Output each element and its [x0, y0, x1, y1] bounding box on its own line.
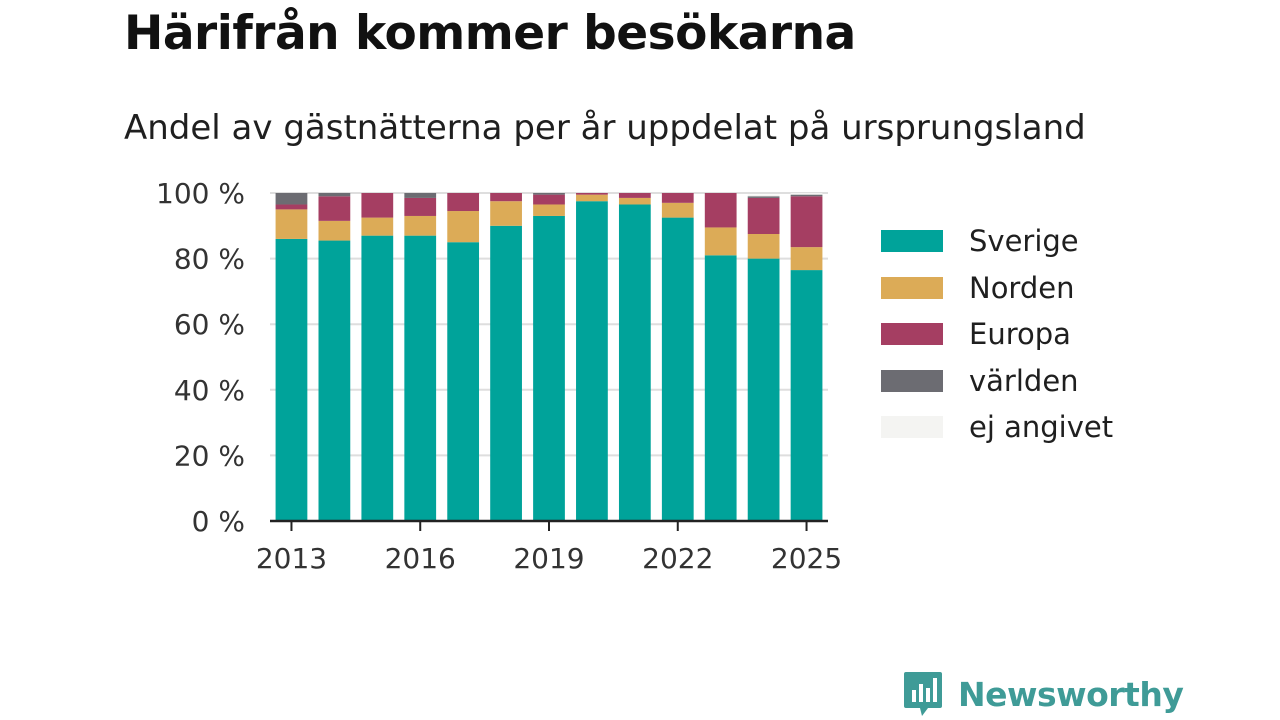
- bar-segment: [790, 196, 823, 248]
- bar-segment: [747, 234, 780, 259]
- bar-segment: [275, 204, 308, 210]
- bar-segment: [704, 193, 737, 228]
- page-title: Härifrån kommer besökarna: [124, 6, 856, 61]
- bar-segment: [404, 235, 437, 521]
- legend-label: Sverige: [969, 224, 1079, 259]
- bar-segment: [275, 193, 308, 205]
- legend-label: Norden: [969, 270, 1075, 305]
- bar-segment: [318, 220, 351, 241]
- bar-segment: [275, 238, 308, 522]
- legend-label: Europa: [969, 317, 1071, 352]
- chart-legend: Sverige Norden Europa världen ej angivet: [881, 218, 1113, 451]
- bar-segment: [576, 201, 608, 521]
- bar-segment: [361, 235, 394, 521]
- legend-swatch: [881, 369, 943, 392]
- legend-swatch: [881, 323, 943, 346]
- bar-segment: [361, 193, 394, 218]
- bar-segment: [618, 204, 651, 522]
- brand-name: Newsworthy: [958, 674, 1184, 714]
- bar-segment: [447, 242, 480, 521]
- bar-segment: [747, 258, 780, 521]
- newsworthy-logo-icon: [904, 672, 942, 716]
- bar-segment: [618, 197, 651, 205]
- legend-item: Europa: [881, 311, 1113, 358]
- bar-segment: [447, 193, 480, 212]
- legend-label: världen: [969, 363, 1079, 398]
- bar-segment: [318, 240, 351, 521]
- bars: [275, 193, 823, 522]
- y-tick-label: 100 %: [156, 177, 245, 210]
- bar-segment: [704, 227, 737, 256]
- bar-segment: [533, 193, 565, 195]
- bar-segment: [790, 270, 823, 521]
- bar-segment: [747, 197, 780, 234]
- legend-swatch: [881, 416, 943, 439]
- bar-segment: [618, 193, 651, 198]
- bar-segment: [661, 217, 694, 521]
- bar-segment: [533, 215, 565, 521]
- bar-segment: [747, 194, 780, 197]
- legend-swatch: [881, 230, 943, 253]
- bar-segment: [490, 225, 522, 522]
- y-tick-label: 80 %: [174, 243, 245, 276]
- bar-segment: [447, 211, 480, 243]
- bar-segment: [318, 196, 351, 221]
- bar-segment: [318, 193, 351, 197]
- bar-segment: [533, 194, 565, 205]
- bar-segment: [404, 193, 437, 198]
- y-tick-label: 40 %: [174, 374, 245, 407]
- page-subtitle: Andel av gästnätterna per år uppdelat på…: [124, 108, 1086, 148]
- legend-item: ej angivet: [881, 404, 1113, 451]
- bar-segment: [790, 193, 823, 195]
- bar-segment: [790, 247, 823, 271]
- axes: 0 % 20 % 40 % 60 % 80 % 100 % 2013 2016 2019 2022…: [156, 177, 842, 575]
- bar-segment: [661, 202, 694, 218]
- y-tick-label: 0 %: [192, 505, 245, 538]
- brand-logo: Newsworthy: [902, 670, 1184, 718]
- legend-item: Norden: [881, 265, 1113, 312]
- bar-segment: [404, 215, 437, 236]
- x-tick-label: 2013: [256, 542, 327, 575]
- y-tick-label: 60 %: [174, 308, 245, 341]
- legend-item: världen: [881, 358, 1113, 405]
- bar-segment: [490, 193, 522, 202]
- x-tick-label: 2025: [771, 542, 842, 575]
- bar-segment: [661, 193, 694, 203]
- bar-segment: [361, 217, 394, 236]
- x-tick-label: 2016: [385, 542, 456, 575]
- bar-segment: [704, 255, 737, 521]
- bar-segment: [533, 204, 565, 216]
- legend-swatch: [881, 276, 943, 299]
- bar-segment: [576, 193, 608, 195]
- bar-segment: [790, 194, 823, 197]
- legend-label: ej angivet: [969, 410, 1114, 445]
- x-tick-label: 2019: [513, 542, 584, 575]
- bar-segment: [275, 209, 308, 239]
- x-tick-label: 2022: [642, 542, 713, 575]
- bar-segment: [490, 201, 522, 226]
- bar-segment: [576, 194, 608, 202]
- bar-segment: [747, 196, 780, 198]
- bar-segment: [404, 197, 437, 216]
- y-tick-label: 20 %: [174, 439, 245, 472]
- legend-item: Sverige: [881, 218, 1113, 265]
